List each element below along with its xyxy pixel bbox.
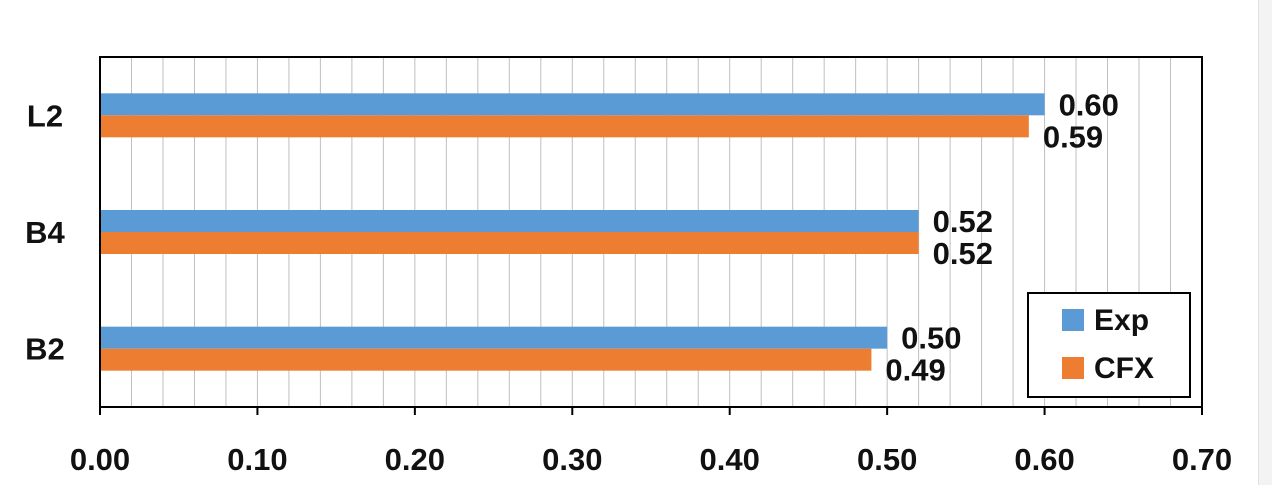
x-tick-label: 0.00 xyxy=(70,442,130,477)
data-label: 0.49 xyxy=(885,353,945,388)
window-edge xyxy=(1258,0,1272,485)
category-label: B2 xyxy=(25,332,65,367)
data-label: 0.52 xyxy=(933,204,993,239)
category-label: B4 xyxy=(25,215,65,250)
legend-label-exp: Exp xyxy=(1094,304,1149,337)
bar-exp xyxy=(101,93,1045,116)
x-tick-label: 0.60 xyxy=(1014,442,1074,477)
data-label: 0.59 xyxy=(1043,119,1103,154)
x-tick-label: 0.20 xyxy=(385,442,445,477)
data-label: 0.50 xyxy=(901,321,961,356)
bar-exp xyxy=(101,210,919,232)
bar-cfx xyxy=(101,348,872,371)
bar-exp xyxy=(101,326,888,349)
x-tick-label: 0.40 xyxy=(700,442,760,477)
x-tick-label: 0.70 xyxy=(1172,442,1232,477)
x-tick-label: 0.50 xyxy=(857,442,917,477)
legend-swatch-cfx xyxy=(1062,357,1084,379)
data-label: 0.52 xyxy=(933,236,993,271)
legend-swatch-exp xyxy=(1062,309,1084,331)
legend-box xyxy=(1027,292,1191,398)
x-tick-label: 0.30 xyxy=(542,442,602,477)
plot-area-frame xyxy=(99,56,1203,408)
bar-cfx xyxy=(101,115,1029,138)
category-label: L2 xyxy=(27,98,63,133)
bar-cfx xyxy=(101,232,919,254)
data-label: 0.60 xyxy=(1059,87,1119,122)
legend-label-cfx: CFX xyxy=(1094,352,1154,385)
x-tick-label: 0.10 xyxy=(227,442,287,477)
